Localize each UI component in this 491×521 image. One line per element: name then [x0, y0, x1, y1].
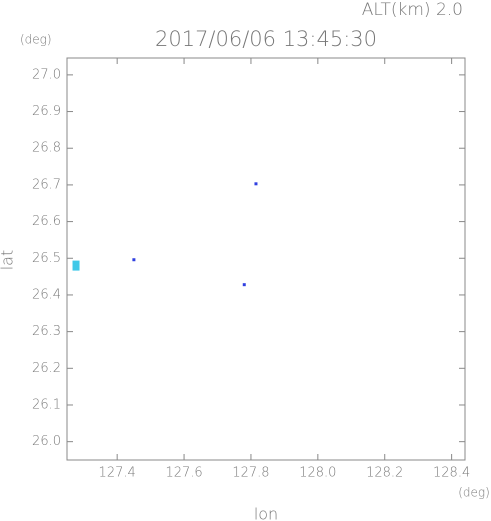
altitude-label: ALT(km) 2.0 — [362, 0, 463, 20]
point — [132, 258, 136, 262]
y-tick-label: 26.1 — [32, 397, 61, 412]
plot-frame — [66, 57, 466, 461]
chart-title: 2017/06/06 13:45:30 — [155, 27, 377, 51]
y-tick-label: 26.9 — [32, 104, 61, 119]
point — [242, 283, 246, 287]
y-tick-label: 26.6 — [32, 214, 61, 229]
x-tick-label: 128.4 — [433, 466, 470, 481]
x-tick-label: 128.2 — [366, 466, 403, 481]
y-tick-label: 26.8 — [32, 141, 61, 156]
y-axis-label: lat — [0, 250, 17, 271]
y-tick-label: 26.5 — [32, 251, 61, 266]
x-tick-label: 127.8 — [232, 466, 269, 481]
y-tick-label: 26.3 — [32, 324, 61, 339]
x-axis-label: lon — [254, 505, 278, 521]
x-unit: (deg) — [458, 486, 490, 500]
y-tick-label: 26.4 — [32, 287, 61, 302]
x-tick-label: 127.4 — [99, 466, 136, 481]
y-tick-label: 27.0 — [32, 67, 61, 82]
y-unit: (deg) — [20, 33, 52, 47]
y-tick-label: 26.7 — [32, 177, 61, 192]
point — [72, 260, 80, 271]
y-tick-label: 26.0 — [32, 434, 61, 449]
x-tick-label: 127.6 — [165, 466, 202, 481]
y-tick-label: 26.2 — [32, 361, 61, 376]
x-tick-label: 128.0 — [299, 466, 336, 481]
point — [254, 182, 258, 186]
